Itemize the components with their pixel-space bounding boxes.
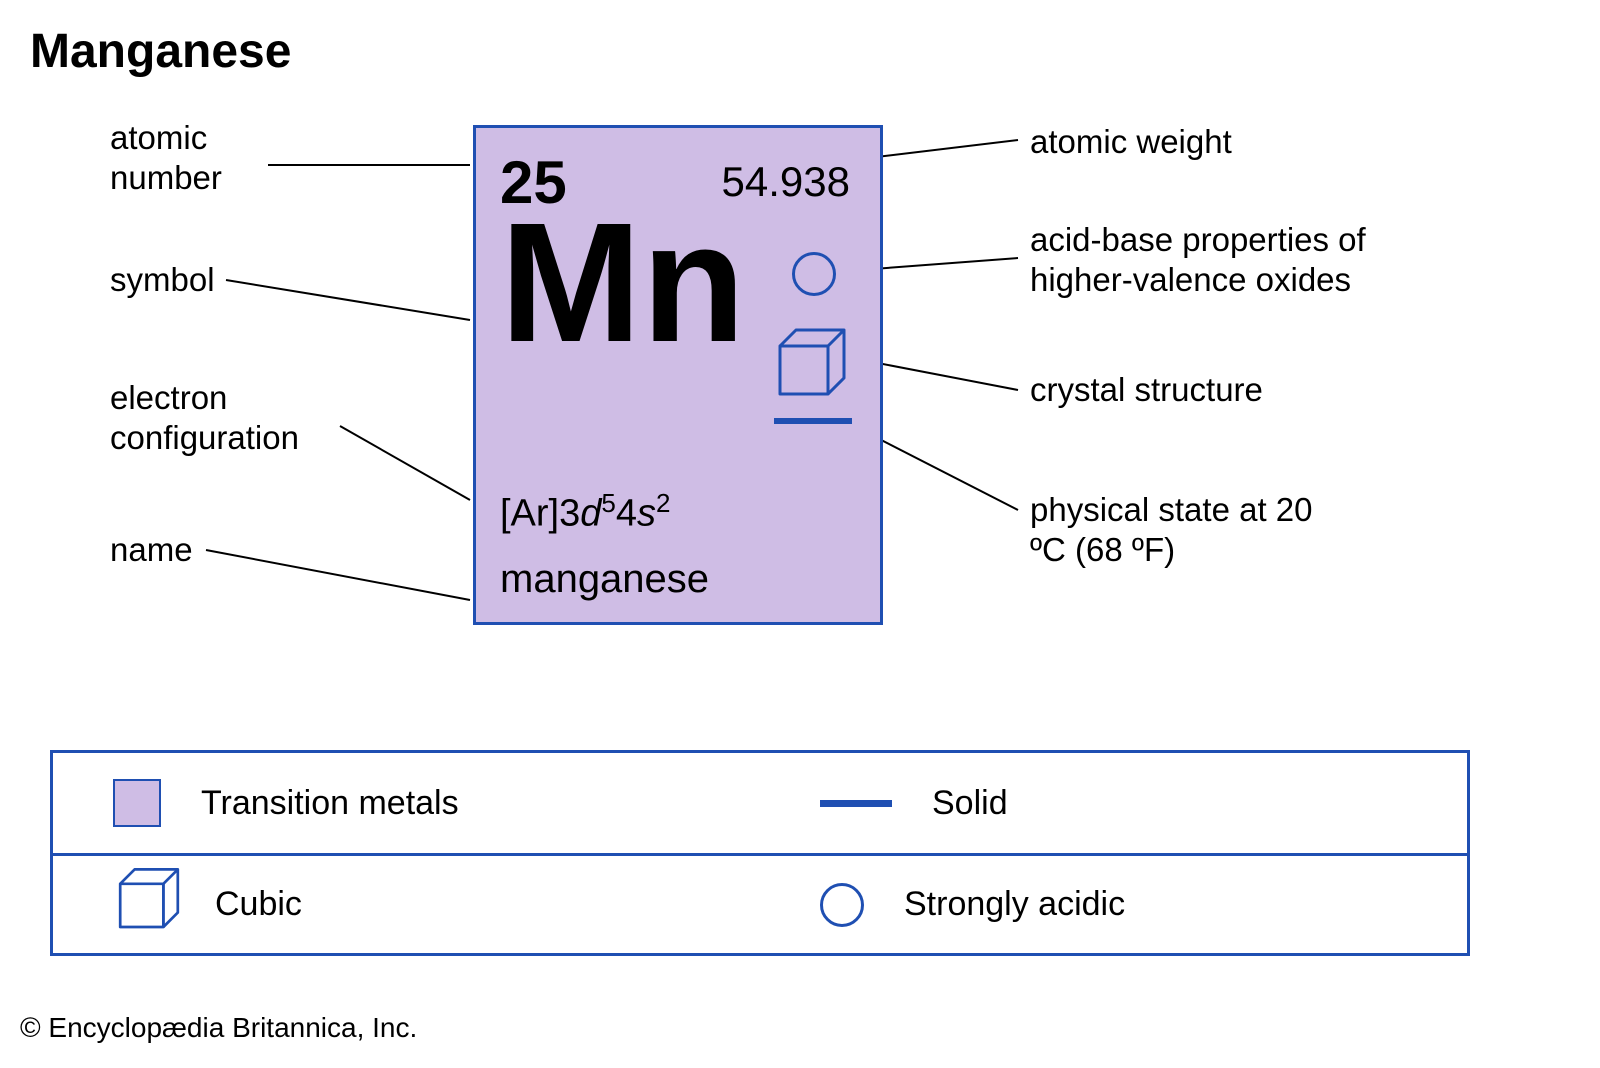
copyright: © Encyclopædia Britannica, Inc. bbox=[20, 1012, 417, 1044]
legend-row-1: Transition metals Solid bbox=[53, 753, 1467, 853]
label-acid-base: acid-base properties of higher-valence o… bbox=[1030, 220, 1430, 299]
cube-icon bbox=[772, 324, 852, 404]
ec-core: [Ar] bbox=[500, 493, 559, 535]
legend-cubic-label: Cubic bbox=[215, 885, 302, 924]
transition-metals-swatch-icon bbox=[113, 779, 161, 827]
legend-solid-label: Solid bbox=[932, 784, 1008, 823]
label-atomic-weight: atomic weight bbox=[1030, 122, 1232, 162]
page-title: Manganese bbox=[30, 24, 291, 79]
legend-solid: Solid bbox=[760, 784, 1467, 823]
ec-s-sup: 2 bbox=[656, 488, 670, 518]
solid-bar-legend-icon bbox=[820, 800, 892, 807]
legend-strongly-acidic: Strongly acidic bbox=[760, 883, 1467, 927]
label-symbol: symbol bbox=[110, 260, 215, 300]
label-electron-config: electron configuration bbox=[110, 378, 330, 457]
ec-d: d bbox=[580, 493, 601, 535]
diagram-area: atomic number symbol electron configurat… bbox=[50, 100, 1550, 720]
label-name: name bbox=[110, 530, 193, 570]
element-symbol: Mn bbox=[500, 198, 745, 368]
ec-d-sup: 5 bbox=[601, 488, 615, 518]
legend-tm-label: Transition metals bbox=[201, 784, 459, 823]
legend-transition-metals: Transition metals bbox=[53, 779, 760, 827]
legend: Transition metals Solid Cubic bbox=[50, 750, 1470, 956]
legend-cubic: Cubic bbox=[53, 864, 760, 945]
element-name: manganese bbox=[500, 557, 709, 602]
cube-legend-icon bbox=[113, 864, 185, 945]
ec-s: s bbox=[637, 493, 656, 535]
ec-4: 4 bbox=[616, 493, 637, 535]
element-tile: 25 54.938 Mn [Ar]3d54s2 manganese bbox=[473, 125, 883, 625]
label-crystal-structure: crystal structure bbox=[1030, 370, 1263, 410]
electron-configuration: [Ar]3d54s2 bbox=[500, 488, 670, 536]
solid-bar-icon bbox=[774, 418, 852, 424]
acid-base-circle-icon bbox=[792, 252, 836, 296]
legend-acidic-label: Strongly acidic bbox=[904, 885, 1125, 924]
circle-legend-icon bbox=[820, 883, 864, 927]
label-atomic-number: atomic number bbox=[110, 118, 290, 197]
legend-row-2: Cubic Strongly acidic bbox=[53, 853, 1467, 953]
label-physical-state: physical state at 20 ºC (68 ºF) bbox=[1030, 490, 1330, 569]
ec-3: 3 bbox=[559, 493, 580, 535]
